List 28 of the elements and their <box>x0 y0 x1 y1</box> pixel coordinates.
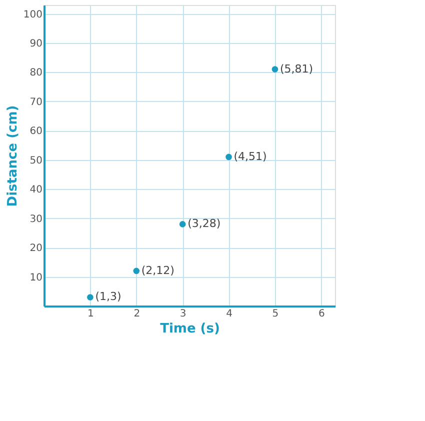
point <box>272 66 278 72</box>
annotation: (2,12) <box>141 264 174 277</box>
y-tick-label: 80 <box>30 68 42 79</box>
x-tick-label: 6 <box>318 308 325 320</box>
y-tick-label: 20 <box>30 243 42 254</box>
y-tick-label: 60 <box>30 126 42 138</box>
y-tick-label: 40 <box>30 184 42 196</box>
y-tick-label: 100 <box>23 9 42 20</box>
point <box>179 221 186 228</box>
y-tick-label: 70 <box>30 96 42 108</box>
annotation: (1,3) <box>95 290 122 304</box>
point <box>133 268 140 274</box>
x-tick-label: 3 <box>180 308 186 320</box>
annotation: (3,28) <box>188 217 221 230</box>
y-tick-label: 10 <box>30 272 42 284</box>
x-tick-label: 4 <box>226 308 232 320</box>
annotation: (5,81) <box>280 62 314 76</box>
y-tick-label: 30 <box>30 214 42 225</box>
point <box>226 154 232 160</box>
point <box>87 294 94 300</box>
x-tick-label: 5 <box>272 308 279 320</box>
y-axis-title: Distance (cm) <box>5 105 20 207</box>
x-axis-title: Time (s) <box>160 322 220 336</box>
annotation: (4,51) <box>234 150 267 163</box>
y-tick-label: 90 <box>30 38 42 50</box>
y-tick-label: 50 <box>30 155 42 166</box>
x-tick-label: 1 <box>88 308 94 320</box>
x-tick-label: 2 <box>134 308 140 320</box>
